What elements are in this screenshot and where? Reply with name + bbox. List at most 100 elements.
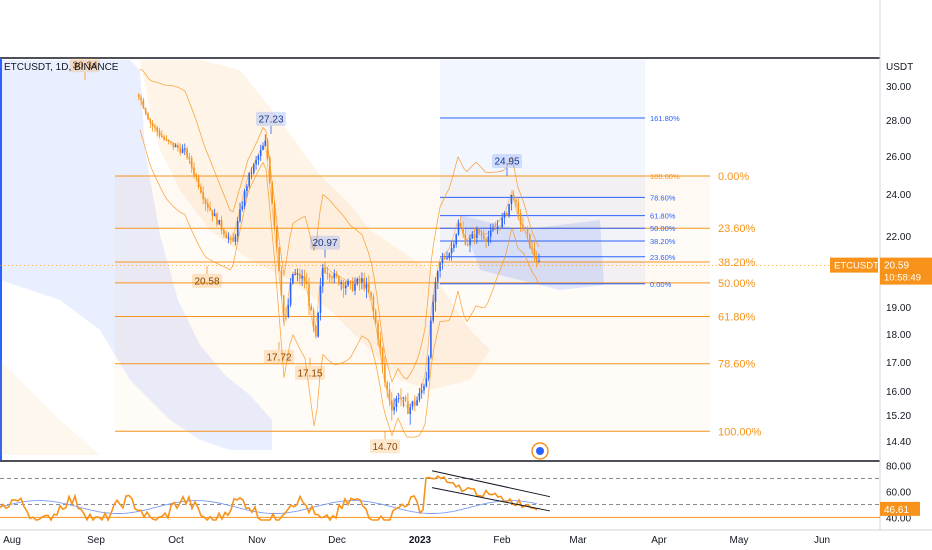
candle-body bbox=[312, 310, 315, 326]
price-callout-label: 20.97 bbox=[312, 238, 337, 249]
candle-body bbox=[317, 312, 319, 337]
price-callout-label: 14.70 bbox=[372, 442, 397, 453]
candle-body bbox=[342, 282, 345, 289]
candle-body bbox=[220, 219, 223, 231]
candle-body bbox=[522, 224, 524, 227]
candle-body bbox=[218, 219, 221, 225]
candle-body bbox=[473, 234, 476, 238]
candle-body bbox=[333, 273, 336, 279]
candle-body bbox=[450, 247, 453, 254]
candle-body bbox=[246, 186, 248, 192]
candle-body bbox=[308, 284, 310, 307]
candle-body bbox=[418, 392, 421, 400]
candle-body bbox=[266, 140, 269, 159]
fib-major-zone bbox=[115, 364, 710, 432]
candle-body bbox=[480, 233, 483, 236]
candle-body bbox=[372, 296, 375, 312]
candle-body bbox=[453, 244, 455, 248]
time-axis-label: Nov bbox=[248, 535, 266, 546]
time-axis[interactable]: Aug Sep Oct Nov Dec 2023 Feb Mar Apr May Jun bbox=[3, 535, 830, 546]
candle-body bbox=[363, 278, 365, 289]
fib-minor-label: 38.20% bbox=[650, 237, 676, 246]
fib-minor-label: 100.00% bbox=[650, 172, 680, 181]
candle-body bbox=[241, 205, 244, 210]
candle-body bbox=[230, 237, 232, 239]
candle-body bbox=[236, 221, 239, 237]
fib-major-label: 61.80% bbox=[718, 311, 756, 323]
candle-body bbox=[138, 94, 140, 98]
candle-body bbox=[409, 406, 411, 414]
candle-body bbox=[207, 203, 209, 208]
candle-body bbox=[142, 99, 145, 109]
candle-body bbox=[340, 282, 342, 285]
last-price-countdown: 10:58:49 bbox=[884, 273, 921, 284]
candle-body bbox=[273, 203, 276, 227]
candle-body bbox=[508, 204, 510, 216]
candle-body bbox=[397, 398, 400, 400]
candle-body bbox=[140, 97, 142, 100]
time-axis-label: Mar bbox=[569, 535, 587, 546]
last-price-value: 20.59 bbox=[884, 261, 909, 272]
price-axis[interactable]: USDT30.0028.0026.0024.0022.0020.0019.001… bbox=[830, 62, 932, 448]
candle-body bbox=[184, 148, 186, 150]
candlestick-series bbox=[0, 92, 880, 425]
price-axis-tick: 28.00 bbox=[886, 116, 911, 127]
osc-axis-tick: 60.00 bbox=[886, 488, 911, 499]
candle-body bbox=[213, 213, 216, 217]
time-axis-label: Apr bbox=[651, 535, 667, 546]
price-axis-tick: 22.00 bbox=[886, 232, 911, 243]
candle-body bbox=[165, 139, 168, 141]
candle-body bbox=[255, 159, 257, 165]
candle-body bbox=[262, 145, 264, 151]
osc-current-label: 46.61 bbox=[884, 505, 909, 516]
candle-body bbox=[144, 108, 147, 114]
fib-minor-label: 78.60% bbox=[650, 193, 676, 202]
fib-minor-area bbox=[440, 60, 645, 285]
candle-body bbox=[186, 148, 188, 158]
candle-body bbox=[416, 399, 418, 406]
candle-body bbox=[439, 262, 441, 272]
candle-body bbox=[476, 229, 478, 238]
candle-body bbox=[161, 135, 163, 138]
candle-body bbox=[430, 320, 432, 358]
price-callout-label: 24.95 bbox=[494, 156, 519, 167]
candle-body bbox=[437, 271, 439, 282]
candle-body bbox=[239, 209, 241, 222]
candle-body bbox=[211, 210, 214, 217]
candle-body bbox=[292, 273, 294, 284]
candle-body bbox=[492, 229, 494, 231]
candle-body bbox=[243, 191, 246, 206]
ichimoku-cloud bbox=[0, 60, 645, 455]
price-axis-tick: 24.00 bbox=[886, 190, 911, 201]
symbol-title[interactable]: ETCUSDT, 1D, BINANCE bbox=[4, 62, 119, 73]
callout-box bbox=[370, 439, 400, 454]
price-callout-label: 30.34 bbox=[72, 61, 97, 72]
candle-body bbox=[395, 398, 398, 407]
symbol-price-tag bbox=[830, 257, 878, 273]
candle-body bbox=[197, 177, 200, 187]
candle-body bbox=[388, 389, 391, 401]
candle-body bbox=[485, 239, 487, 242]
candle-body bbox=[531, 247, 533, 249]
fibonacci-retracement[interactable]: 0.00% 23.60% 38.20% 50.00% 61.80% 78.60% 100.0… bbox=[115, 114, 762, 438]
candle-body bbox=[188, 157, 191, 159]
candle-body bbox=[163, 137, 165, 140]
fib-major-label: 23.60% bbox=[718, 223, 756, 235]
time-axis-label: Dec bbox=[328, 535, 346, 546]
price-callout-label: 27.23 bbox=[258, 114, 283, 125]
candle-body bbox=[411, 401, 414, 407]
candle-body bbox=[446, 258, 448, 260]
candle-body bbox=[455, 234, 457, 245]
candle-body bbox=[496, 226, 499, 230]
candle-body bbox=[200, 186, 202, 193]
fib-major-zone bbox=[115, 175, 710, 229]
last-price-badge bbox=[880, 257, 932, 285]
cloud-region bbox=[0, 360, 100, 455]
candle-body bbox=[464, 233, 467, 245]
candle-body bbox=[381, 347, 384, 365]
band-upper bbox=[139, 68, 540, 383]
candle-body bbox=[374, 311, 377, 323]
time-axis-label: Aug bbox=[3, 535, 21, 546]
